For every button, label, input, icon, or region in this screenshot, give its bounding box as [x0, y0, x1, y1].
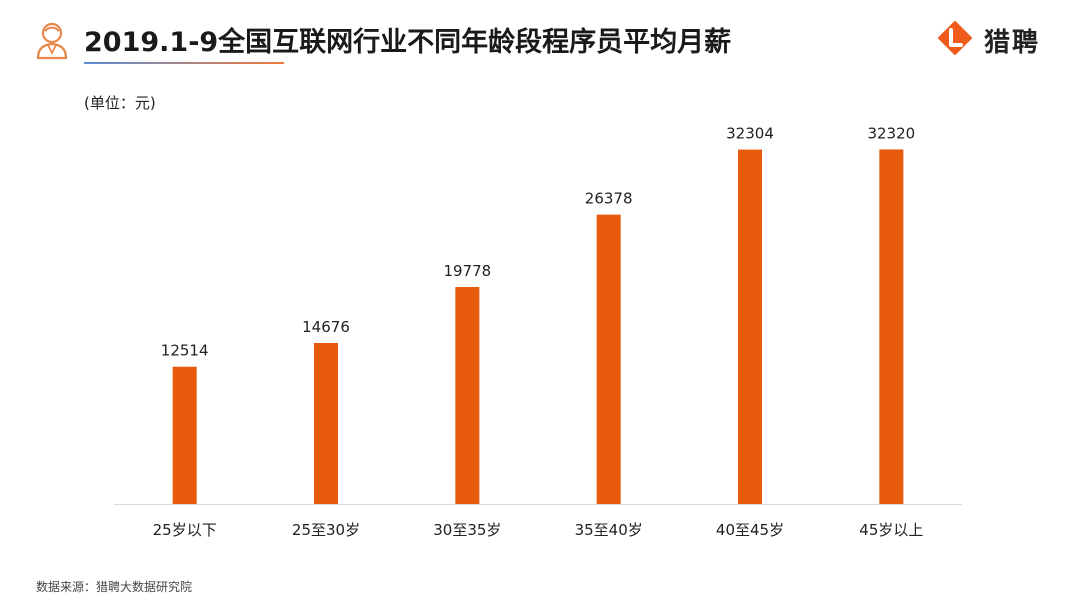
category-label-2: 30至35岁 — [433, 521, 501, 539]
category-label-4: 40至45岁 — [716, 521, 784, 539]
liepin-logo-icon — [938, 21, 972, 55]
data-label-3: 26378 — [585, 190, 633, 208]
bar-4 — [738, 149, 762, 504]
labels-group: 12514 25岁以下 14676 25至30岁 19778 30至35岁 26378 35至… — [153, 124, 924, 539]
bars-group — [172, 149, 904, 504]
data-label-5: 32320 — [867, 124, 915, 142]
data-label-4: 32304 — [726, 125, 774, 143]
header: 2019.1-9全国互联网行业不同年龄段程序员平均月薪 猎聘 — [0, 0, 1080, 80]
logo-text: 猎聘 — [984, 28, 1041, 58]
unit-label: (单位：元) — [84, 94, 156, 112]
data-label-1: 14676 — [302, 318, 350, 336]
bar-0 — [172, 366, 197, 504]
data-source: 数据来源：猎聘大数据研究院 — [36, 580, 193, 594]
person-icon — [36, 22, 68, 60]
bar-5 — [879, 149, 904, 504]
category-label-1: 25至30岁 — [292, 521, 360, 539]
bar-2 — [455, 287, 480, 504]
bar-3 — [596, 214, 621, 504]
bar-chart: 12514 25岁以下 14676 25至30岁 19778 30至35岁 26378 35至… — [114, 124, 962, 539]
title-underline — [84, 62, 284, 64]
data-label-2: 19778 — [443, 262, 491, 280]
data-label-0: 12514 — [161, 342, 209, 360]
category-label-5: 45岁以上 — [859, 521, 923, 539]
category-label-0: 25岁以下 — [153, 521, 217, 539]
page-title: 2019.1-9全国互联网行业不同年龄段程序员平均月薪 — [84, 27, 732, 58]
bar-1 — [314, 342, 338, 504]
category-label-3: 35至40岁 — [575, 521, 643, 539]
